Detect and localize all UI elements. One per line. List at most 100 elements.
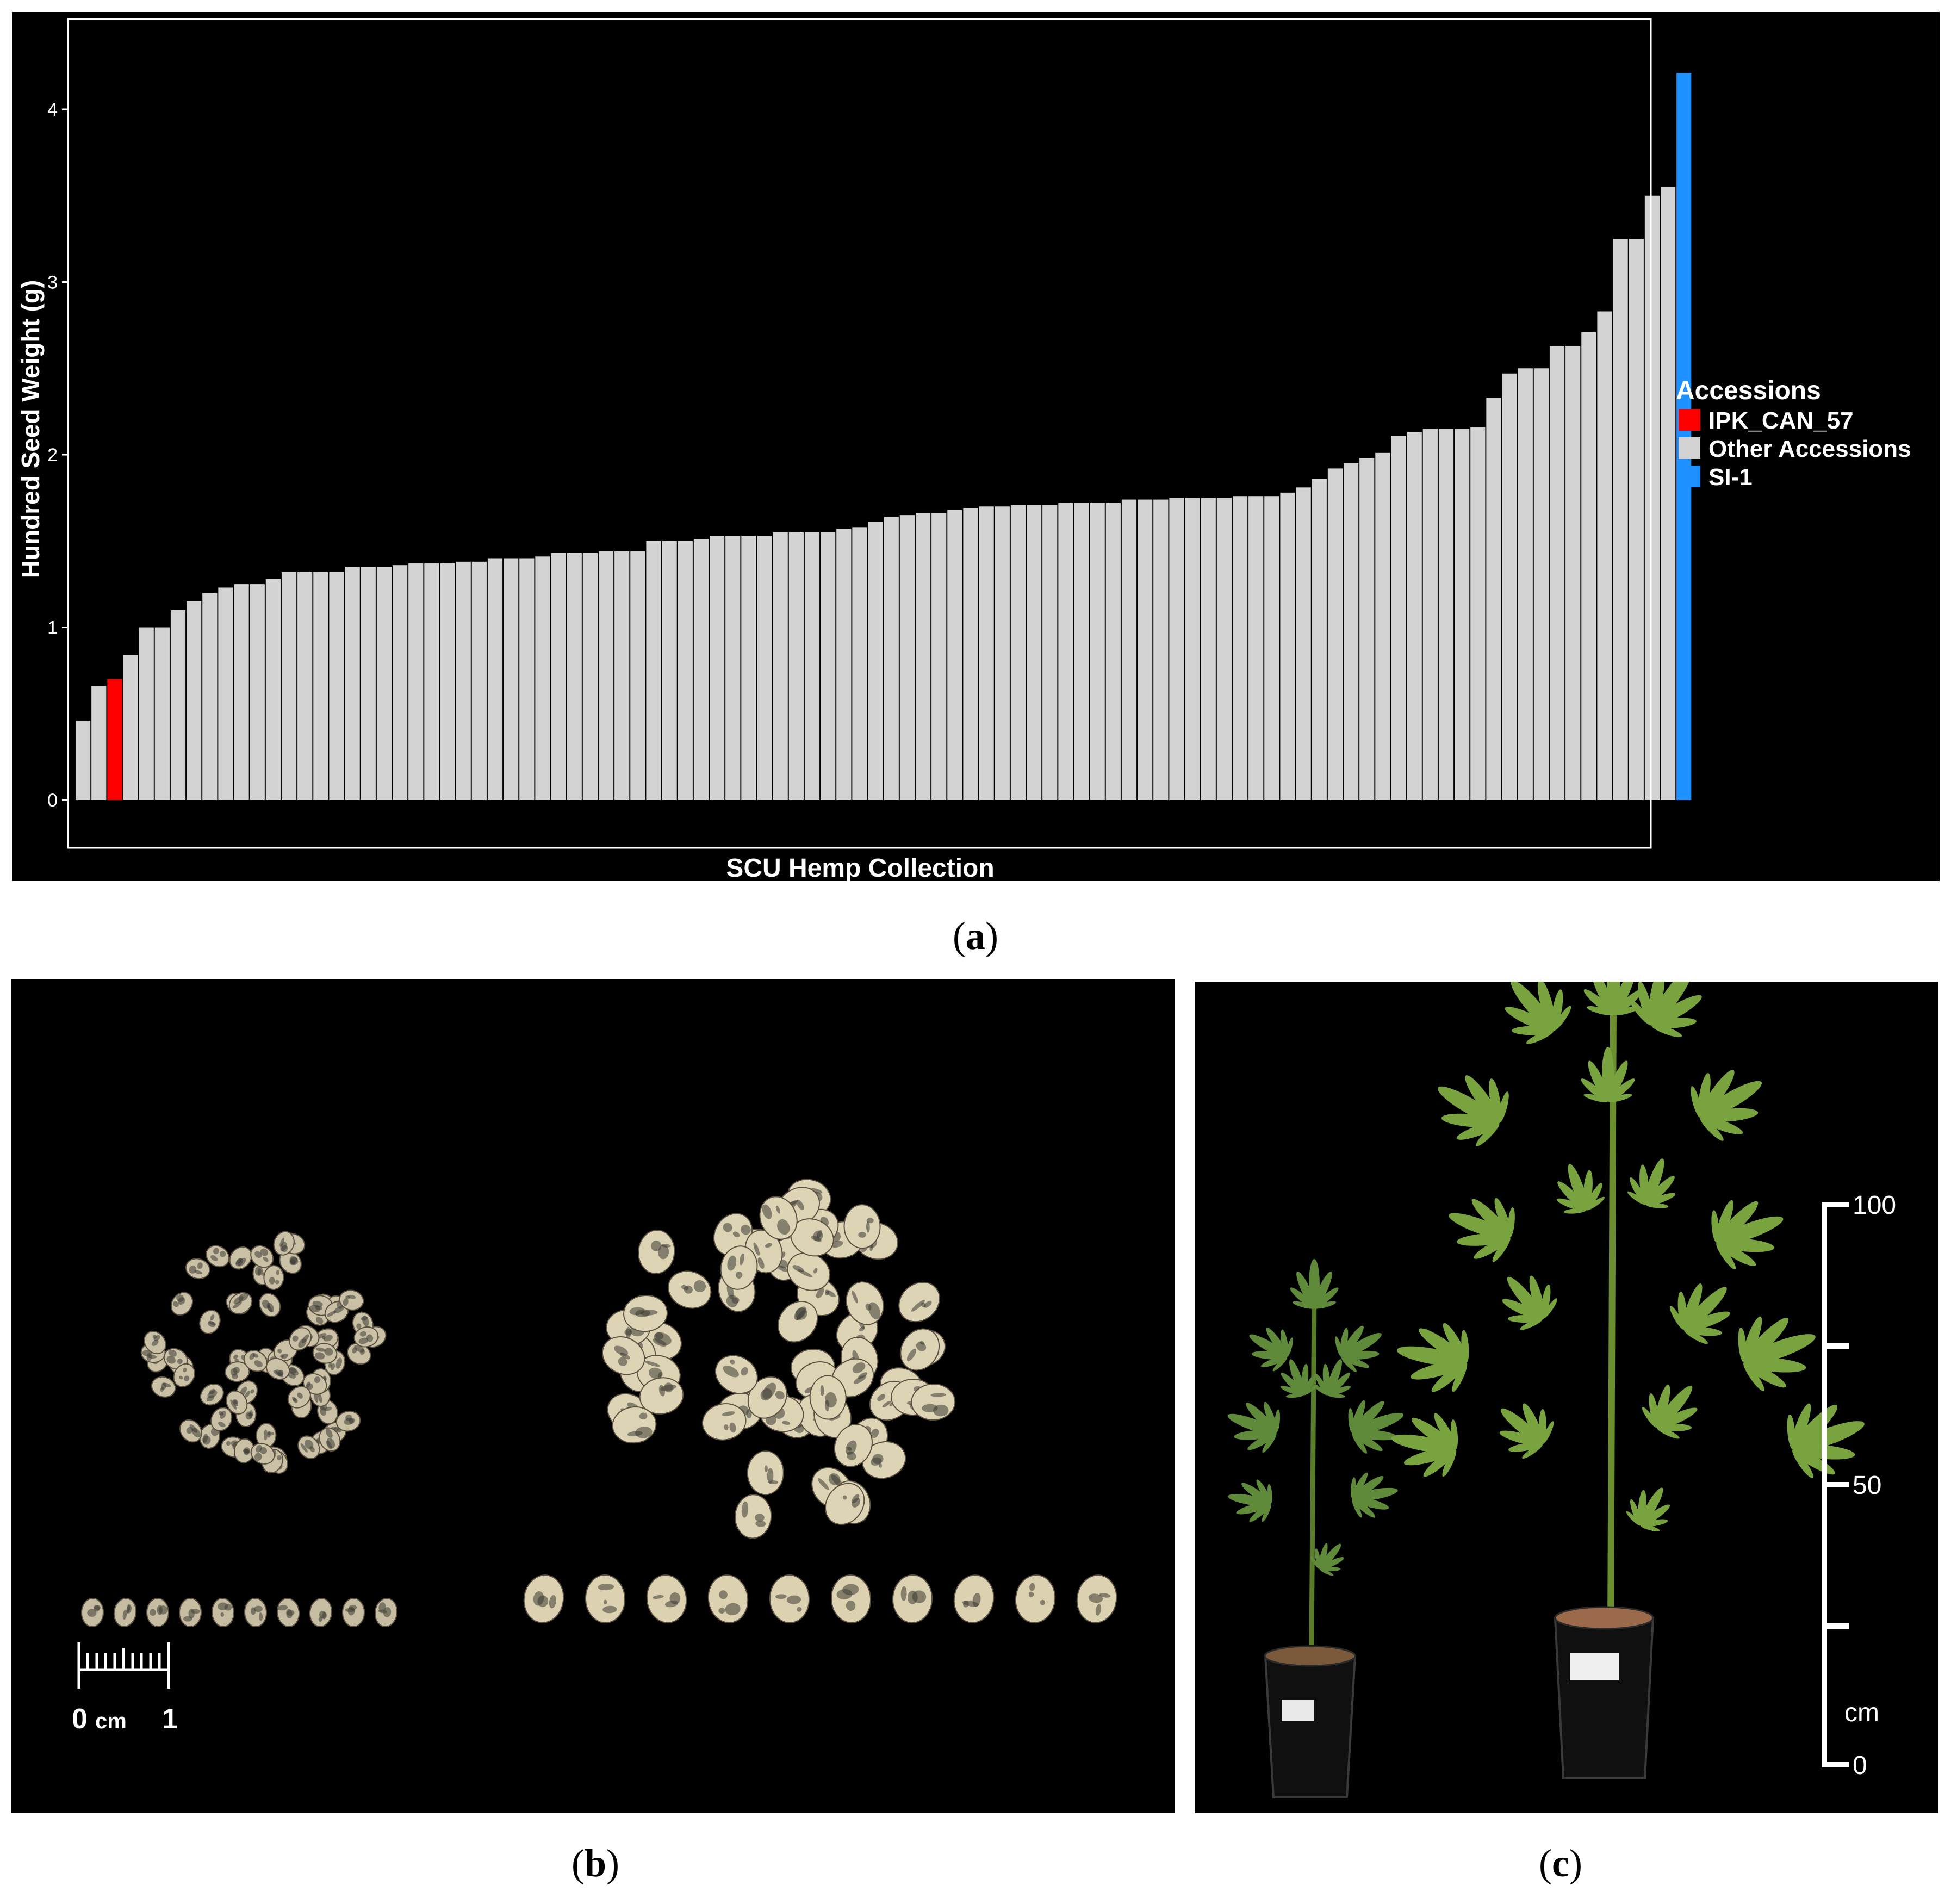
bar xyxy=(931,513,947,800)
bar xyxy=(1327,468,1343,800)
small-plant-leaves xyxy=(1227,1259,1404,1576)
bar xyxy=(836,529,852,800)
leaf xyxy=(1627,1158,1676,1208)
bar xyxy=(91,686,107,800)
y-tick-label: 0 xyxy=(47,790,58,811)
bar xyxy=(1105,503,1121,800)
seed xyxy=(297,1435,320,1459)
seed xyxy=(353,1326,379,1348)
seed xyxy=(834,1424,873,1467)
bar xyxy=(1216,498,1232,801)
leaf xyxy=(1556,1164,1605,1214)
bar xyxy=(1138,499,1153,800)
seed xyxy=(335,1410,361,1432)
bar xyxy=(1581,332,1596,800)
seed xyxy=(234,1438,255,1463)
leaf xyxy=(1449,1198,1515,1262)
seed xyxy=(206,1245,230,1268)
bar xyxy=(1486,398,1501,800)
seed xyxy=(900,1328,940,1371)
seed xyxy=(199,1310,221,1334)
bar xyxy=(1359,458,1375,800)
bar xyxy=(821,532,836,801)
bar xyxy=(788,532,804,801)
plot-frame xyxy=(67,18,1652,849)
leaf xyxy=(1335,1325,1382,1372)
leaf xyxy=(1691,1070,1762,1141)
seed xyxy=(830,1574,872,1623)
bar xyxy=(1597,311,1612,800)
height-scale xyxy=(1822,1202,1849,1767)
tall-pot xyxy=(1554,1617,1655,1779)
bar xyxy=(1470,427,1486,800)
seed xyxy=(273,1231,295,1256)
bar xyxy=(408,563,424,800)
seed xyxy=(259,1293,281,1317)
seed xyxy=(769,1574,810,1623)
seed xyxy=(1015,1574,1056,1623)
seed xyxy=(244,1598,268,1627)
bar xyxy=(1201,498,1216,801)
seed xyxy=(585,1574,626,1623)
legend-label-other-accessions: Other Accessions xyxy=(1708,436,1911,462)
bar xyxy=(915,513,931,800)
bar xyxy=(76,720,91,800)
bar xyxy=(582,553,598,800)
seed xyxy=(612,1406,657,1444)
bar xyxy=(646,541,661,800)
seed xyxy=(734,1494,772,1539)
seed xyxy=(228,1292,253,1314)
bar xyxy=(1502,373,1517,800)
leaf xyxy=(1280,1359,1318,1398)
small-seed-pile xyxy=(140,1231,387,1474)
bar xyxy=(234,584,249,801)
cm-scale-bar xyxy=(77,1642,170,1689)
bar xyxy=(1010,505,1026,800)
bar xyxy=(852,527,867,800)
seed-photo: 0 cm 1 xyxy=(72,1179,1117,1735)
bar xyxy=(187,601,202,801)
bar xyxy=(1058,503,1073,800)
seed xyxy=(953,1574,995,1623)
bar xyxy=(1391,436,1406,800)
seed xyxy=(523,1574,564,1623)
bar xyxy=(376,567,392,801)
legend-swatch-ipk-can-57 xyxy=(1679,409,1700,431)
seed xyxy=(250,1245,274,1268)
seed xyxy=(892,1574,933,1623)
small-seed-row xyxy=(80,1598,398,1627)
bar xyxy=(884,517,899,800)
seed xyxy=(843,1204,881,1249)
bar xyxy=(741,536,756,800)
bar xyxy=(1407,432,1422,800)
bar xyxy=(1533,368,1549,800)
bar xyxy=(281,572,297,800)
legend-label-ipk-can-57: IPK_CAN_57 xyxy=(1708,407,1854,434)
leaf xyxy=(1249,1327,1293,1372)
seed xyxy=(339,1289,364,1311)
large-seed-row xyxy=(523,1574,1117,1623)
bar xyxy=(1676,73,1692,801)
bars-layer xyxy=(76,73,1692,801)
leaf xyxy=(1228,1479,1272,1522)
caption-a: (a) xyxy=(953,914,998,958)
caption-b: (b) xyxy=(571,1841,619,1885)
seed xyxy=(623,1295,668,1332)
leaf xyxy=(1351,1472,1398,1518)
bar xyxy=(456,561,471,800)
large-seed-pile xyxy=(602,1179,956,1539)
bar xyxy=(535,556,550,800)
seed xyxy=(825,1483,865,1525)
scale-one-label: 1 xyxy=(162,1703,178,1735)
seed xyxy=(638,1229,675,1274)
leaf xyxy=(1669,1283,1730,1344)
bar xyxy=(139,627,154,800)
seed xyxy=(312,1343,338,1364)
bar xyxy=(693,539,709,801)
tall-plant xyxy=(1391,954,1865,1779)
leaf xyxy=(1437,1075,1509,1146)
bar xyxy=(551,553,566,800)
bar xyxy=(710,536,725,800)
seed xyxy=(862,1441,906,1479)
bar xyxy=(614,551,630,800)
